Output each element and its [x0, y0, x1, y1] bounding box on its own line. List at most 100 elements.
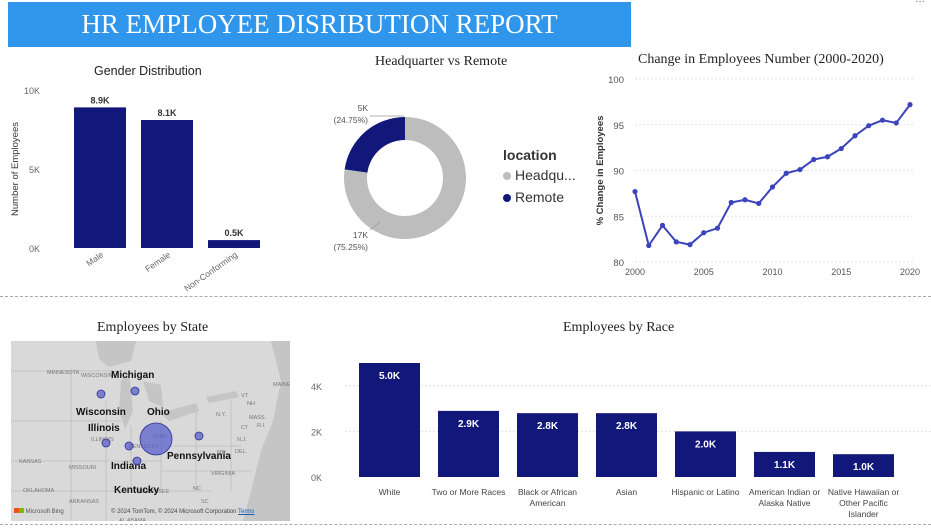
donut-label-hq: 17K [353, 230, 368, 240]
legend-dot [503, 194, 511, 203]
bing-logo: Microsoft Bing [14, 508, 64, 515]
map-base-label: KANSAS [19, 459, 42, 465]
donut-slice [344, 117, 466, 239]
bottom-border [0, 524, 931, 525]
line-ytick: 80 [613, 258, 624, 269]
line-point [687, 242, 693, 248]
race-xtick: American [530, 498, 566, 508]
map-base-label: N.Y. [216, 412, 226, 418]
race-xtick: Alaska Native [759, 498, 811, 508]
gender-xtick: Male [84, 249, 105, 268]
state-map[interactable]: MINNESOTA WISCONSIN MAINE VT NH N.Y. MASS. CT R.… [11, 341, 290, 521]
race-xtick: Native Hawaiian or [828, 487, 900, 497]
map-base-label: MINNESOTA [47, 370, 80, 376]
line-point [632, 188, 638, 195]
map-base-label: TENNESSEE [136, 489, 170, 495]
section-divider [0, 296, 931, 297]
state-bubble [96, 389, 106, 399]
race-bar [675, 431, 736, 477]
gender-bar [141, 120, 193, 248]
atlantic-ocean [243, 341, 290, 521]
state-bubble [101, 438, 111, 448]
line-xtick: 2000 [625, 267, 645, 277]
race-bar [596, 413, 657, 477]
race-bar [517, 413, 578, 477]
race-data-label: 1.1K [774, 460, 796, 471]
gender-data-label: 8.9K [90, 95, 110, 105]
line-point [824, 154, 831, 160]
line-xtick: 2015 [831, 267, 851, 277]
line-point [756, 200, 762, 207]
map-base-label: AL ABAMA [119, 518, 146, 521]
line-xtick: 2010 [762, 267, 782, 277]
line-point [783, 170, 789, 176]
report-title: HR EMPLOYEE DISRIBUTION REPORT [8, 2, 631, 47]
legend-item[interactable]: Remote [503, 189, 576, 205]
state-bubble [139, 422, 173, 456]
line-point [866, 123, 872, 129]
legend-label: Headqu... [515, 167, 576, 183]
location-chart: 5K (24.75%) 17K (75.25%) [334, 103, 466, 252]
line-point [728, 199, 734, 206]
line-point [646, 242, 652, 249]
gender-xtick: Female [143, 249, 172, 274]
line-point [879, 117, 886, 123]
lake-ontario [206, 391, 239, 403]
state-bubble [194, 431, 204, 441]
state-label: Indiana [111, 461, 146, 472]
state-chart-title: Employees by State [97, 320, 209, 335]
race-data-label: 2.8K [537, 421, 559, 432]
gender-ytick: 5K [29, 165, 40, 175]
line-point [701, 230, 707, 236]
race-xtick: Asian [616, 487, 638, 497]
state-bubble [132, 456, 142, 466]
state-label: Michigan [111, 370, 154, 381]
race-bar [438, 410, 499, 477]
donut-pct-hq: (75.25%) [334, 242, 369, 252]
line-point [907, 102, 913, 108]
state-bubble [124, 441, 134, 451]
lake-superior [96, 341, 136, 367]
lake-michigan [119, 371, 133, 429]
line-ytick: 95 [613, 121, 624, 132]
line-point [893, 120, 899, 126]
map-base-label: OKLAHOMA [23, 488, 55, 494]
race-ytick: 4K [311, 382, 322, 392]
line-point [742, 197, 748, 203]
line-point [769, 184, 776, 190]
map-base-label: CT [241, 425, 249, 431]
race-bar [754, 451, 815, 477]
race-chart-title: Employees by Race [563, 320, 675, 335]
race-data-label: 5.0K [379, 371, 401, 382]
race-xtick: White [379, 487, 401, 497]
line-ytick: 90 [613, 167, 624, 178]
location-chart-title: Headquarter vs Remote [375, 54, 508, 69]
donut-label-remote: 5K [358, 103, 369, 113]
gender-chart-title: Gender Distribution [94, 64, 202, 78]
state-label: Ohio [147, 407, 170, 418]
map-base-label: ILLINOIS [91, 437, 114, 443]
legend-label: Remote [515, 189, 565, 205]
map-base-label: N.J. [237, 437, 247, 443]
gender-bar [74, 107, 126, 248]
map-base-label: VT [241, 393, 249, 399]
map-terms-link[interactable]: Terms [238, 509, 255, 515]
map-base-label: MASS. [249, 415, 267, 421]
line-xtick: 2020 [900, 267, 920, 277]
race-bar [833, 454, 894, 477]
legend-item[interactable]: Headqu... [503, 167, 576, 183]
state-bubble [130, 386, 140, 396]
map-canvas: MINNESOTA WISCONSIN MAINE VT NH N.Y. MASS.CT R.… [11, 341, 290, 521]
state-label: Pennsylvania [167, 451, 231, 462]
race-xtick: Islander [848, 509, 878, 519]
gender-ylabel: Number of Employees [10, 122, 21, 216]
map-base-label: MISSOURI [69, 465, 97, 471]
race-xtick: Other Pacific [839, 498, 888, 508]
map-base-label: R.I. [257, 423, 266, 429]
location-legend-title: location [503, 147, 557, 163]
state-label: Kentucky [114, 485, 159, 496]
more-options-icon[interactable]: ··· [915, 0, 925, 7]
line-point [838, 145, 844, 152]
lake-huron [143, 381, 163, 407]
